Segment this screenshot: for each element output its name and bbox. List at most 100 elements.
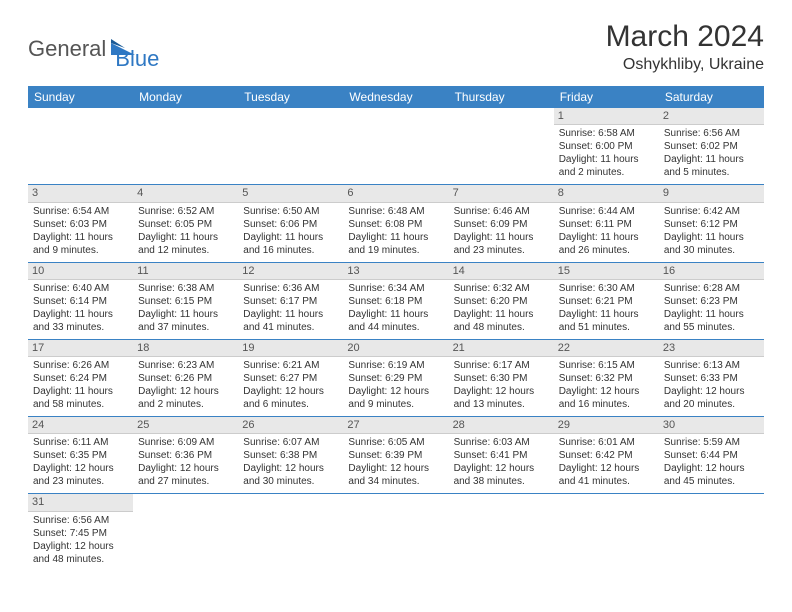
page-title: March 2024 (606, 20, 764, 54)
weekday-header: Sunday (28, 86, 133, 108)
sunrise-text: Sunrise: 6:13 AM (664, 359, 759, 372)
sunset-text: Sunset: 7:45 PM (33, 527, 128, 540)
day-number: 8 (554, 185, 659, 202)
title-block: March 2024 Oshykhliby, Ukraine (606, 20, 764, 74)
calendar-cell: 22Sunrise: 6:15 AMSunset: 6:32 PMDayligh… (554, 339, 659, 416)
sunrise-text: Sunrise: 6:56 AM (33, 514, 128, 527)
day-number: 21 (449, 340, 554, 357)
calendar-cell: 23Sunrise: 6:13 AMSunset: 6:33 PMDayligh… (659, 339, 764, 416)
sunset-text: Sunset: 6:21 PM (559, 295, 654, 308)
day-number: 22 (554, 340, 659, 357)
sunset-text: Sunset: 6:35 PM (33, 449, 128, 462)
day-number: 15 (554, 263, 659, 280)
sunset-text: Sunset: 6:36 PM (138, 449, 233, 462)
calendar-cell: 2Sunrise: 6:56 AMSunset: 6:02 PMDaylight… (659, 108, 764, 185)
calendar-cell: 27Sunrise: 6:05 AMSunset: 6:39 PMDayligh… (343, 417, 448, 494)
calendar-cell: 24Sunrise: 6:11 AMSunset: 6:35 PMDayligh… (28, 417, 133, 494)
logo-text-general: General (28, 36, 106, 62)
daylight-text: Daylight: 12 hours and 16 minutes. (559, 385, 654, 411)
day-number: 18 (133, 340, 238, 357)
sunset-text: Sunset: 6:39 PM (348, 449, 443, 462)
daylight-text: Daylight: 12 hours and 6 minutes. (243, 385, 338, 411)
logo: General Blue (28, 26, 159, 72)
day-number: 13 (343, 263, 448, 280)
sunrise-text: Sunrise: 6:48 AM (348, 205, 443, 218)
sunrise-text: Sunrise: 6:40 AM (33, 282, 128, 295)
daylight-text: Daylight: 12 hours and 2 minutes. (138, 385, 233, 411)
day-number: 30 (659, 417, 764, 434)
calendar-row: 1Sunrise: 6:58 AMSunset: 6:00 PMDaylight… (28, 108, 764, 185)
daylight-text: Daylight: 11 hours and 55 minutes. (664, 308, 759, 334)
calendar-cell: 11Sunrise: 6:38 AMSunset: 6:15 PMDayligh… (133, 262, 238, 339)
calendar-cell: 6Sunrise: 6:48 AMSunset: 6:08 PMDaylight… (343, 185, 448, 262)
sunset-text: Sunset: 6:02 PM (664, 140, 759, 153)
sunset-text: Sunset: 6:08 PM (348, 218, 443, 231)
day-number: 29 (554, 417, 659, 434)
daylight-text: Daylight: 11 hours and 26 minutes. (559, 231, 654, 257)
daylight-text: Daylight: 12 hours and 23 minutes. (33, 462, 128, 488)
day-number: 17 (28, 340, 133, 357)
sunrise-text: Sunrise: 6:09 AM (138, 436, 233, 449)
sunset-text: Sunset: 6:23 PM (664, 295, 759, 308)
calendar-cell: 12Sunrise: 6:36 AMSunset: 6:17 PMDayligh… (238, 262, 343, 339)
daylight-text: Daylight: 11 hours and 48 minutes. (454, 308, 549, 334)
calendar-cell: 14Sunrise: 6:32 AMSunset: 6:20 PMDayligh… (449, 262, 554, 339)
sunrise-text: Sunrise: 6:28 AM (664, 282, 759, 295)
calendar-cell (343, 108, 448, 185)
sunrise-text: Sunrise: 5:59 AM (664, 436, 759, 449)
sunset-text: Sunset: 6:09 PM (454, 218, 549, 231)
sunset-text: Sunset: 6:26 PM (138, 372, 233, 385)
calendar-cell: 20Sunrise: 6:19 AMSunset: 6:29 PMDayligh… (343, 339, 448, 416)
daylight-text: Daylight: 12 hours and 45 minutes. (664, 462, 759, 488)
day-number: 9 (659, 185, 764, 202)
sunrise-text: Sunrise: 6:03 AM (454, 436, 549, 449)
sunrise-text: Sunrise: 6:36 AM (243, 282, 338, 295)
day-number: 5 (238, 185, 343, 202)
location-label: Oshykhliby, Ukraine (606, 56, 764, 74)
sunset-text: Sunset: 6:44 PM (664, 449, 759, 462)
sunset-text: Sunset: 6:41 PM (454, 449, 549, 462)
sunset-text: Sunset: 6:27 PM (243, 372, 338, 385)
sunrise-text: Sunrise: 6:17 AM (454, 359, 549, 372)
sunrise-text: Sunrise: 6:01 AM (559, 436, 654, 449)
calendar-cell: 9Sunrise: 6:42 AMSunset: 6:12 PMDaylight… (659, 185, 764, 262)
calendar-cell: 30 Sunrise: 5:59 AMSunset: 6:44 PMDayligh… (659, 417, 764, 494)
weekday-header: Thursday (449, 86, 554, 108)
sunrise-text: Sunrise: 6:46 AM (454, 205, 549, 218)
calendar-cell: 19Sunrise: 6:21 AMSunset: 6:27 PMDayligh… (238, 339, 343, 416)
weekday-header: Tuesday (238, 86, 343, 108)
sunset-text: Sunset: 6:30 PM (454, 372, 549, 385)
sunrise-text: Sunrise: 6:50 AM (243, 205, 338, 218)
daylight-text: Daylight: 11 hours and 16 minutes. (243, 231, 338, 257)
sunrise-text: Sunrise: 6:42 AM (664, 205, 759, 218)
logo-text-blue: Blue (115, 46, 159, 72)
daylight-text: Daylight: 12 hours and 13 minutes. (454, 385, 549, 411)
calendar-cell (238, 494, 343, 571)
day-number: 11 (133, 263, 238, 280)
calendar-row: 3Sunrise: 6:54 AMSunset: 6:03 PMDaylight… (28, 185, 764, 262)
day-number: 31 (28, 494, 133, 511)
calendar-cell (449, 108, 554, 185)
sunrise-text: Sunrise: 6:26 AM (33, 359, 128, 372)
calendar-cell: 26Sunrise: 6:07 AMSunset: 6:38 PMDayligh… (238, 417, 343, 494)
day-number: 23 (659, 340, 764, 357)
sunrise-text: Sunrise: 6:30 AM (559, 282, 654, 295)
calendar-cell: 15Sunrise: 6:30 AMSunset: 6:21 PMDayligh… (554, 262, 659, 339)
sunset-text: Sunset: 6:05 PM (138, 218, 233, 231)
calendar-cell: 25Sunrise: 6:09 AMSunset: 6:36 PMDayligh… (133, 417, 238, 494)
sunrise-text: Sunrise: 6:11 AM (33, 436, 128, 449)
sunset-text: Sunset: 6:29 PM (348, 372, 443, 385)
calendar-cell: 18Sunrise: 6:23 AMSunset: 6:26 PMDayligh… (133, 339, 238, 416)
daylight-text: Daylight: 11 hours and 19 minutes. (348, 231, 443, 257)
sunrise-text: Sunrise: 6:38 AM (138, 282, 233, 295)
day-number: 4 (133, 185, 238, 202)
daylight-text: Daylight: 11 hours and 58 minutes. (33, 385, 128, 411)
calendar-cell: 31Sunrise: 6:56 AMSunset: 7:45 PMDayligh… (28, 494, 133, 571)
calendar-cell: 5Sunrise: 6:50 AMSunset: 6:06 PMDaylight… (238, 185, 343, 262)
daylight-text: Daylight: 11 hours and 5 minutes. (664, 153, 759, 179)
calendar-row: 17Sunrise: 6:26 AMSunset: 6:24 PMDayligh… (28, 339, 764, 416)
weekday-header: Wednesday (343, 86, 448, 108)
day-number: 10 (28, 263, 133, 280)
calendar-cell (554, 494, 659, 571)
sunrise-text: Sunrise: 6:15 AM (559, 359, 654, 372)
